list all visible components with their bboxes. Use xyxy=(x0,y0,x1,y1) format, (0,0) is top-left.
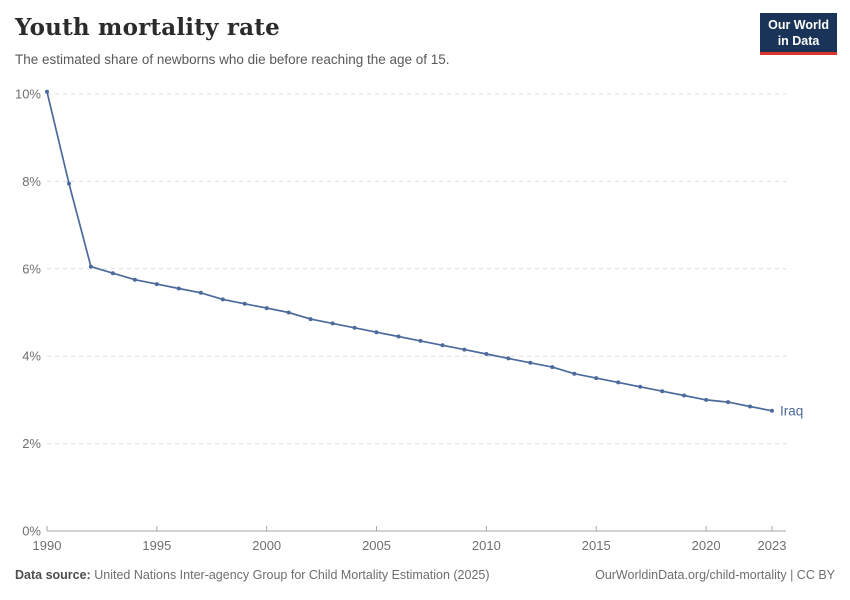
data-point[interactable] xyxy=(704,397,709,402)
x-tick-label: 1990 xyxy=(33,538,62,553)
x-tick-label: 2000 xyxy=(252,538,281,553)
data-point[interactable] xyxy=(484,352,489,356)
data-point[interactable] xyxy=(462,347,467,352)
owid-url-link[interactable]: OurWorldinData.org/child-mortality xyxy=(595,568,787,582)
y-tick-label: 2% xyxy=(22,436,41,451)
data-source-text: United Nations Inter-agency Group for Ch… xyxy=(94,568,490,582)
y-tick-label: 4% xyxy=(22,349,41,364)
footer-right: OurWorldinData.org/child-mortality | CC … xyxy=(595,568,835,582)
data-point[interactable] xyxy=(330,321,335,326)
y-tick-label: 6% xyxy=(22,261,41,276)
data-point[interactable] xyxy=(616,380,621,385)
chart-subtitle: The estimated share of newborns who die … xyxy=(15,52,450,67)
page-title: Youth mortality rate xyxy=(15,14,280,41)
x-tick-label: 2020 xyxy=(692,538,721,553)
chart-footer: Data source: United Nations Inter-agency… xyxy=(15,568,835,582)
data-point[interactable] xyxy=(374,330,379,335)
data-point[interactable] xyxy=(528,360,533,365)
data-point[interactable] xyxy=(132,277,137,282)
data-point[interactable] xyxy=(594,376,599,381)
data-point[interactable] xyxy=(308,317,313,322)
series-line[interactable] xyxy=(46,90,773,412)
data-point[interactable] xyxy=(572,371,577,376)
data-point[interactable] xyxy=(264,306,269,311)
y-tick-label: 0% xyxy=(22,524,41,539)
data-point[interactable] xyxy=(726,400,731,405)
data-point[interactable] xyxy=(45,89,49,94)
x-tick-label: 2015 xyxy=(582,538,611,553)
footer-separator: | xyxy=(786,568,797,582)
x-tick-label: 2010 xyxy=(472,538,501,553)
owid-logo-line1: Our World xyxy=(768,18,829,32)
data-point[interactable] xyxy=(176,286,181,291)
data-point[interactable] xyxy=(242,301,247,306)
data-point[interactable] xyxy=(682,393,687,398)
owid-logo-line2: in Data xyxy=(777,33,820,48)
entity-label[interactable]: Iraq xyxy=(780,403,803,418)
data-point[interactable] xyxy=(440,343,445,348)
data-point[interactable] xyxy=(67,181,71,186)
data-point[interactable] xyxy=(660,389,665,394)
license-label: CC BY xyxy=(796,568,835,582)
data-point[interactable] xyxy=(352,325,357,330)
data-point[interactable] xyxy=(286,310,291,315)
data-point[interactable] xyxy=(550,365,555,370)
y-tick-label: 8% xyxy=(22,174,41,189)
data-point[interactable] xyxy=(154,282,159,287)
data-point[interactable] xyxy=(110,271,115,276)
data-point[interactable] xyxy=(88,264,93,269)
data-point[interactable] xyxy=(418,338,423,343)
data-point[interactable] xyxy=(198,290,203,295)
x-tick-label: 2023 xyxy=(758,538,787,553)
data-source: Data source: United Nations Inter-agency… xyxy=(15,568,490,582)
data-point[interactable] xyxy=(770,408,774,413)
data-point[interactable] xyxy=(506,356,511,361)
y-tick-label: 10% xyxy=(15,87,41,102)
x-tick-label: 2005 xyxy=(362,538,391,553)
data-point[interactable] xyxy=(748,404,752,409)
data-point[interactable] xyxy=(396,334,401,339)
x-tick-label: 1995 xyxy=(142,538,171,553)
data-point[interactable] xyxy=(638,384,643,389)
data-source-label: Data source: xyxy=(15,568,91,582)
data-point[interactable] xyxy=(220,297,225,302)
owid-logo[interactable]: Our World in Data xyxy=(760,13,837,56)
